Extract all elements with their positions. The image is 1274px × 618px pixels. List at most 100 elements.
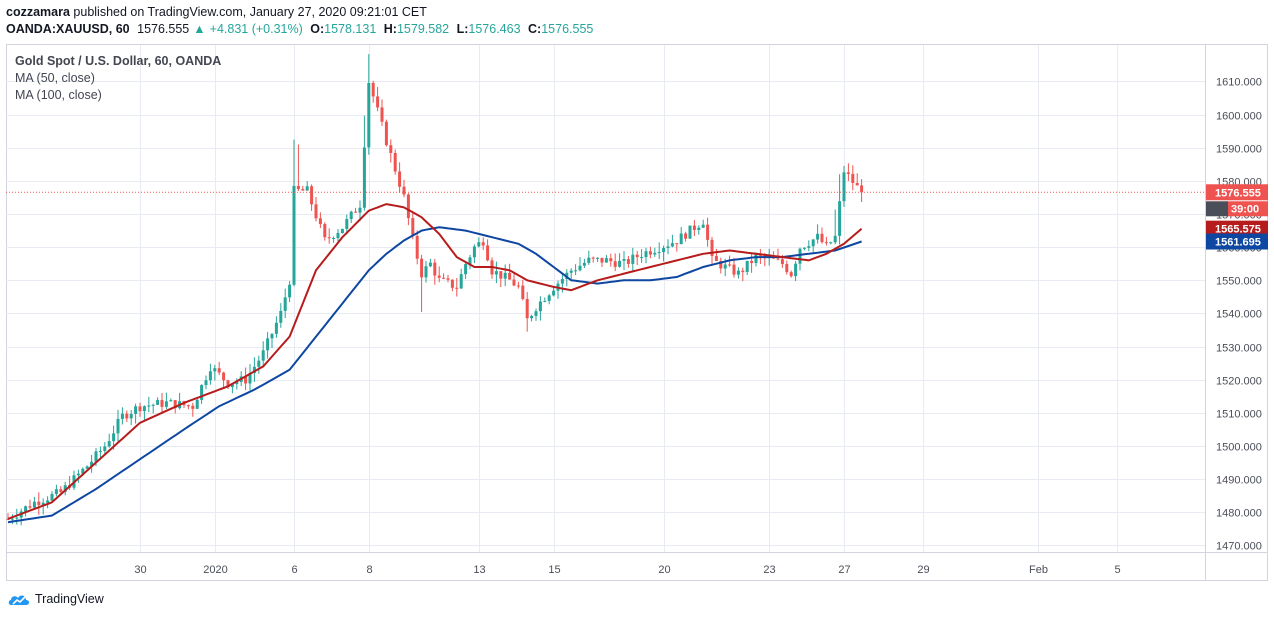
candle-body — [129, 413, 133, 419]
candle-body — [292, 185, 296, 285]
candle-body — [160, 400, 164, 407]
candle-body — [402, 186, 406, 195]
candle-body — [63, 485, 67, 492]
time-tick-label: 2020 — [203, 564, 227, 576]
candle-body — [433, 262, 437, 276]
last-price-label: 1576.555 — [1215, 187, 1261, 199]
candle-body — [613, 261, 617, 267]
published-line: cozzamara published on TradingView.com, … — [6, 5, 427, 19]
candle-body — [226, 380, 230, 388]
price-tick-label: 1490.000 — [1216, 475, 1262, 487]
candle-body — [257, 360, 261, 367]
time-tick-label: Feb — [1029, 564, 1048, 576]
candle-body — [186, 405, 190, 407]
time-tick-label: 23 — [763, 564, 775, 576]
candle-body — [860, 185, 864, 193]
candle-body — [838, 201, 842, 236]
candle-body — [653, 252, 657, 255]
price-tick-label: 1500.000 — [1216, 442, 1262, 454]
candle-body — [745, 260, 749, 272]
candle-body — [204, 380, 208, 386]
candle-body — [415, 235, 419, 259]
candle-body — [200, 385, 204, 400]
candle-body — [446, 278, 450, 280]
candle-body — [151, 404, 155, 406]
candle-body — [679, 233, 683, 245]
candle-body — [701, 224, 705, 228]
candle-body — [640, 257, 644, 259]
candle-body — [336, 233, 340, 239]
time-axis[interactable]: 30 2020 6 8 13 15 20 23 27 29 Feb 5 — [134, 564, 1120, 576]
low-value: 1576.463 — [468, 22, 521, 36]
time-tick-label: 8 — [366, 564, 372, 576]
close-label: C: — [528, 22, 542, 36]
candle-body — [697, 227, 701, 230]
candle-body — [846, 172, 850, 174]
candle-body — [587, 257, 591, 263]
candle-body — [648, 251, 652, 255]
candle-body — [481, 242, 485, 246]
candle-body — [222, 372, 226, 381]
candle-body — [534, 311, 538, 316]
candle-body — [283, 297, 287, 311]
tradingview-brand[interactable]: TradingView — [8, 592, 104, 606]
candle-body — [116, 418, 120, 434]
candle-body — [169, 400, 173, 402]
candle-body — [750, 260, 754, 264]
symbol-label[interactable]: OANDA:XAUUSD, 60 — [6, 22, 130, 36]
candle-body — [675, 243, 679, 245]
candle-body — [318, 218, 322, 225]
candle-body — [459, 274, 463, 289]
candle-body — [173, 400, 177, 409]
price-axis[interactable]: 1470.000 1480.000 1490.000 1500.000 1510.000… — [1216, 77, 1262, 553]
candle-body — [164, 401, 168, 407]
candle-body — [569, 270, 573, 273]
candle-body — [398, 171, 402, 187]
countdown-label: 39:00 — [1231, 203, 1259, 215]
price-tick-label: 1510.000 — [1216, 409, 1262, 421]
legend-ma50[interactable]: MA (50, close) — [15, 71, 95, 85]
price-tick-label: 1610.000 — [1216, 77, 1262, 89]
candle-body — [807, 246, 811, 248]
candle-body — [802, 247, 806, 249]
candle-body — [296, 185, 300, 190]
price-tick-label: 1540.000 — [1216, 309, 1262, 321]
candle-body — [380, 107, 384, 122]
candle-body — [662, 247, 666, 253]
candle-body — [213, 368, 217, 372]
change-value: +4.831 (+0.31%) — [209, 22, 303, 36]
candle-body — [626, 259, 630, 264]
moving-averages — [7, 203, 863, 524]
candle-body — [855, 182, 859, 186]
close-value: 1576.555 — [541, 22, 594, 36]
ma100-last-label-bg — [1206, 233, 1268, 250]
high-label: H: — [383, 22, 397, 36]
candle-body — [37, 501, 41, 506]
candle-body — [266, 338, 270, 351]
candle-body — [785, 264, 789, 273]
candle-body — [842, 172, 846, 202]
legend-ma100[interactable]: MA (100, close) — [15, 88, 102, 102]
candle-body — [543, 300, 547, 302]
candle-body — [349, 211, 353, 220]
price-tick-label: 1520.000 — [1216, 376, 1262, 388]
candle-body — [305, 186, 309, 191]
candle-body — [85, 466, 89, 469]
candle-body — [728, 264, 732, 266]
candle-body — [147, 405, 151, 407]
candle-body — [376, 96, 380, 108]
author-name[interactable]: cozzamara — [6, 5, 70, 19]
quote-line: OANDA:XAUUSD, 60 1576.555 ▲ +4.831 (+0.31%… — [6, 22, 597, 36]
candle-body — [829, 242, 833, 244]
candle-body — [191, 405, 195, 409]
candle-body — [578, 265, 582, 271]
candle-body — [279, 310, 283, 323]
candle-body — [776, 258, 780, 260]
candle-body — [521, 285, 525, 300]
candle-body — [24, 506, 28, 512]
candle-body — [107, 441, 111, 447]
candle-body — [516, 285, 520, 287]
candle-body — [666, 246, 670, 248]
candle-body — [794, 263, 798, 277]
